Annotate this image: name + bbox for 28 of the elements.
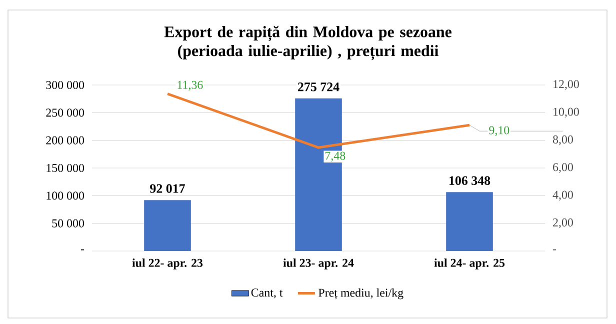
bar — [144, 200, 191, 251]
data-label: 9,10 — [489, 126, 510, 136]
y-tick-label: 50 000 — [52, 219, 84, 228]
y-tick-label: - — [80, 249, 84, 250]
x-tick-label: iul 22- apr. 23 — [132, 258, 203, 270]
y-tick-label: 200 000 — [46, 136, 84, 144]
y2-tick-label: 2,00 — [553, 218, 573, 228]
bar — [446, 192, 493, 251]
y2-tick-label: 8,00 — [552, 135, 573, 146]
x-tick-label: iul 23- apr. 24 — [283, 258, 354, 270]
y2-tick-label: 4,00 — [552, 190, 573, 201]
data-label: 106 348 — [449, 176, 490, 185]
x-tick-label: iul 24- apr. 25 — [434, 258, 505, 270]
y-tick-label: 100 000 — [46, 192, 84, 200]
y2-tick-label: 10,00 — [554, 108, 579, 118]
legend-label: Cant, t — [251, 288, 283, 298]
y2-tick-label: - — [552, 249, 556, 250]
chart-title: Export de rapiță din Moldova pe sezoane (perioada iulie-aprilie) , prețuri medii — [164, 26, 452, 60]
y2-tick-label: 12,00 — [554, 80, 579, 90]
y-tick-label: 300 000 — [46, 80, 84, 90]
data-label: 92 017 — [150, 184, 185, 193]
data-label: 275 724 — [298, 82, 340, 92]
data-label: 7,48 — [325, 152, 346, 162]
data-label: 11,36 — [178, 80, 203, 91]
y-tick-label: 250 000 — [46, 108, 84, 117]
y-tick-label: 150 000 — [46, 164, 84, 172]
legend-label: Preț mediu, lei/kg — [318, 288, 404, 300]
y2-tick-label: 6,00 — [553, 163, 573, 173]
